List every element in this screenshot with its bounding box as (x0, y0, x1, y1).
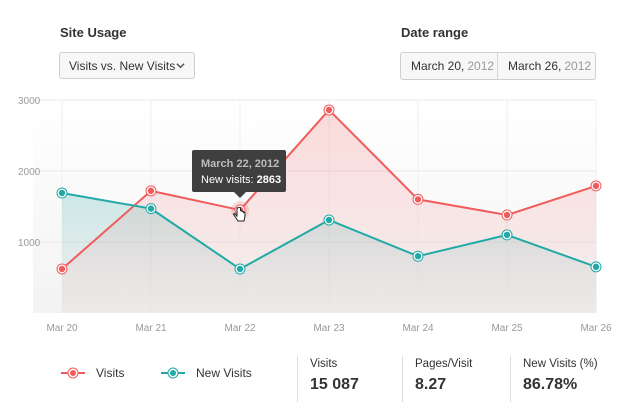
stat-new-visits-label: New Visits (%) (523, 358, 598, 370)
series-area-new-visits (62, 193, 596, 313)
data-point-new-visits (592, 263, 600, 271)
y-tick-label: 3000 (18, 96, 41, 107)
stat-new-visits-percent: New Visits (%) 86.78% (510, 356, 620, 402)
stat-new-visits-value: 86.78% (523, 376, 578, 393)
tooltip-label: New visits: (201, 174, 254, 186)
data-point-visits (325, 106, 333, 114)
chevron-down-icon (176, 63, 185, 69)
visits-legend-marker-icon (61, 367, 85, 379)
x-tick-label: Mar 22 (224, 323, 256, 334)
data-point-new-visits (147, 205, 155, 212)
date-end-monthday: March 26, (508, 59, 562, 73)
data-point-visits (147, 187, 155, 195)
date-range-picker[interactable]: March 20, 2012 March 26, 2012 (400, 52, 596, 80)
tooltip-date: March 22, 2012 (201, 158, 280, 170)
data-point-new-visits (414, 253, 422, 260)
data-point-new-visits (58, 189, 66, 197)
x-tick-label: Mar 20 (46, 323, 78, 334)
x-tick-label: Mar 26 (580, 323, 612, 334)
data-point-new-visits (503, 231, 511, 239)
data-point-visits (592, 182, 600, 190)
site-usage-chart[interactable]: 1000 2000 3000 Mar 20 Mar 21 Mar 22 Mar 23 Mar … (0, 90, 630, 340)
stat-visits-label: Visits (310, 358, 338, 370)
y-tick-label: 2000 (18, 167, 41, 178)
date-start-monthday: March 20, (411, 59, 465, 73)
date-range-title: Date range (401, 25, 469, 40)
tooltip-value: 2863 (256, 174, 282, 186)
stat-pages-label: Pages/Visit (415, 358, 473, 370)
legend-item-new-visits[interactable]: New Visits (160, 366, 252, 380)
x-tick-label: Mar 23 (313, 323, 345, 334)
stat-pages-value: 8.27 (415, 376, 447, 393)
x-tick-label: Mar 25 (491, 323, 523, 334)
date-start-year: 2012 (467, 59, 495, 73)
new-visits-legend-marker-icon (161, 367, 185, 379)
stat-visits: Visits 15 087 (297, 356, 402, 402)
site-usage-title: Site Usage (60, 25, 127, 40)
hand-cursor-icon (233, 207, 246, 222)
date-end-year: 2012 (564, 59, 592, 73)
legend-label-new-visits: New Visits (196, 366, 252, 380)
data-point-visits (58, 265, 66, 273)
date-range-end[interactable]: March 26, 2012 (498, 53, 595, 79)
data-point-new-visits (325, 216, 333, 224)
data-point-visits (503, 211, 511, 219)
metric-select[interactable]: Visits vs. New Visits (59, 52, 195, 79)
legend-label-visits: Visits (96, 366, 125, 380)
data-point-new-visits (236, 265, 244, 273)
legend-item-visits[interactable]: Visits (60, 366, 124, 380)
data-point-visits (414, 196, 422, 203)
y-tick-label: 1000 (18, 238, 41, 249)
stat-visits-value: 15 087 (310, 376, 359, 393)
stat-pages-per-visit: Pages/Visit 8.27 (402, 356, 510, 402)
chart-tooltip: March 22, 2012 New visits: 2863 (192, 150, 286, 198)
date-range-start[interactable]: March 20, 2012 (401, 53, 498, 79)
x-tick-label: Mar 24 (402, 323, 434, 334)
x-tick-label: Mar 21 (135, 323, 167, 334)
metric-select-value: Visits vs. New Visits (69, 58, 176, 73)
